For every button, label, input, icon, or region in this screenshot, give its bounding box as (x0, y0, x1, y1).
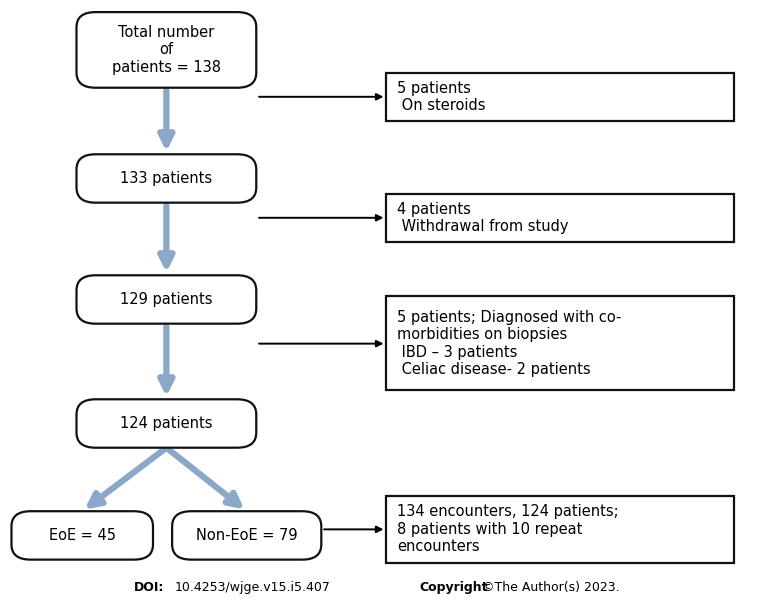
FancyBboxPatch shape (172, 511, 321, 560)
Text: 134 encounters, 124 patients;
8 patients with 10 repeat
encounters: 134 encounters, 124 patients; 8 patients… (397, 505, 619, 554)
Text: Total number
of
patients = 138: Total number of patients = 138 (112, 25, 221, 75)
Text: 129 patients: 129 patients (120, 292, 213, 307)
FancyBboxPatch shape (386, 296, 734, 390)
Text: 5 patients; Diagnosed with co-
morbidities on biopsies
 IBD – 3 patients
 Celiac: 5 patients; Diagnosed with co- morbiditi… (397, 310, 621, 377)
Text: DOI:: DOI: (134, 581, 164, 594)
Text: 133 patients: 133 patients (120, 171, 213, 186)
Text: EoE = 45: EoE = 45 (49, 528, 116, 543)
Text: Non-EoE = 79: Non-EoE = 79 (196, 528, 298, 543)
FancyBboxPatch shape (76, 275, 256, 324)
FancyBboxPatch shape (386, 73, 734, 121)
FancyBboxPatch shape (76, 399, 256, 448)
FancyBboxPatch shape (76, 12, 256, 88)
FancyBboxPatch shape (386, 496, 734, 563)
FancyBboxPatch shape (76, 154, 256, 203)
Text: ©The Author(s) 2023.: ©The Author(s) 2023. (482, 581, 620, 594)
FancyBboxPatch shape (11, 511, 153, 560)
FancyBboxPatch shape (386, 194, 734, 242)
Text: 5 patients
 On steroids: 5 patients On steroids (397, 80, 486, 113)
Text: Copyright: Copyright (419, 581, 488, 594)
Text: 4 patients
 Withdrawal from study: 4 patients Withdrawal from study (397, 201, 568, 234)
Text: 124 patients: 124 patients (120, 416, 213, 431)
Text: 10.4253/wjge.v15.i5.407: 10.4253/wjge.v15.i5.407 (174, 581, 330, 594)
